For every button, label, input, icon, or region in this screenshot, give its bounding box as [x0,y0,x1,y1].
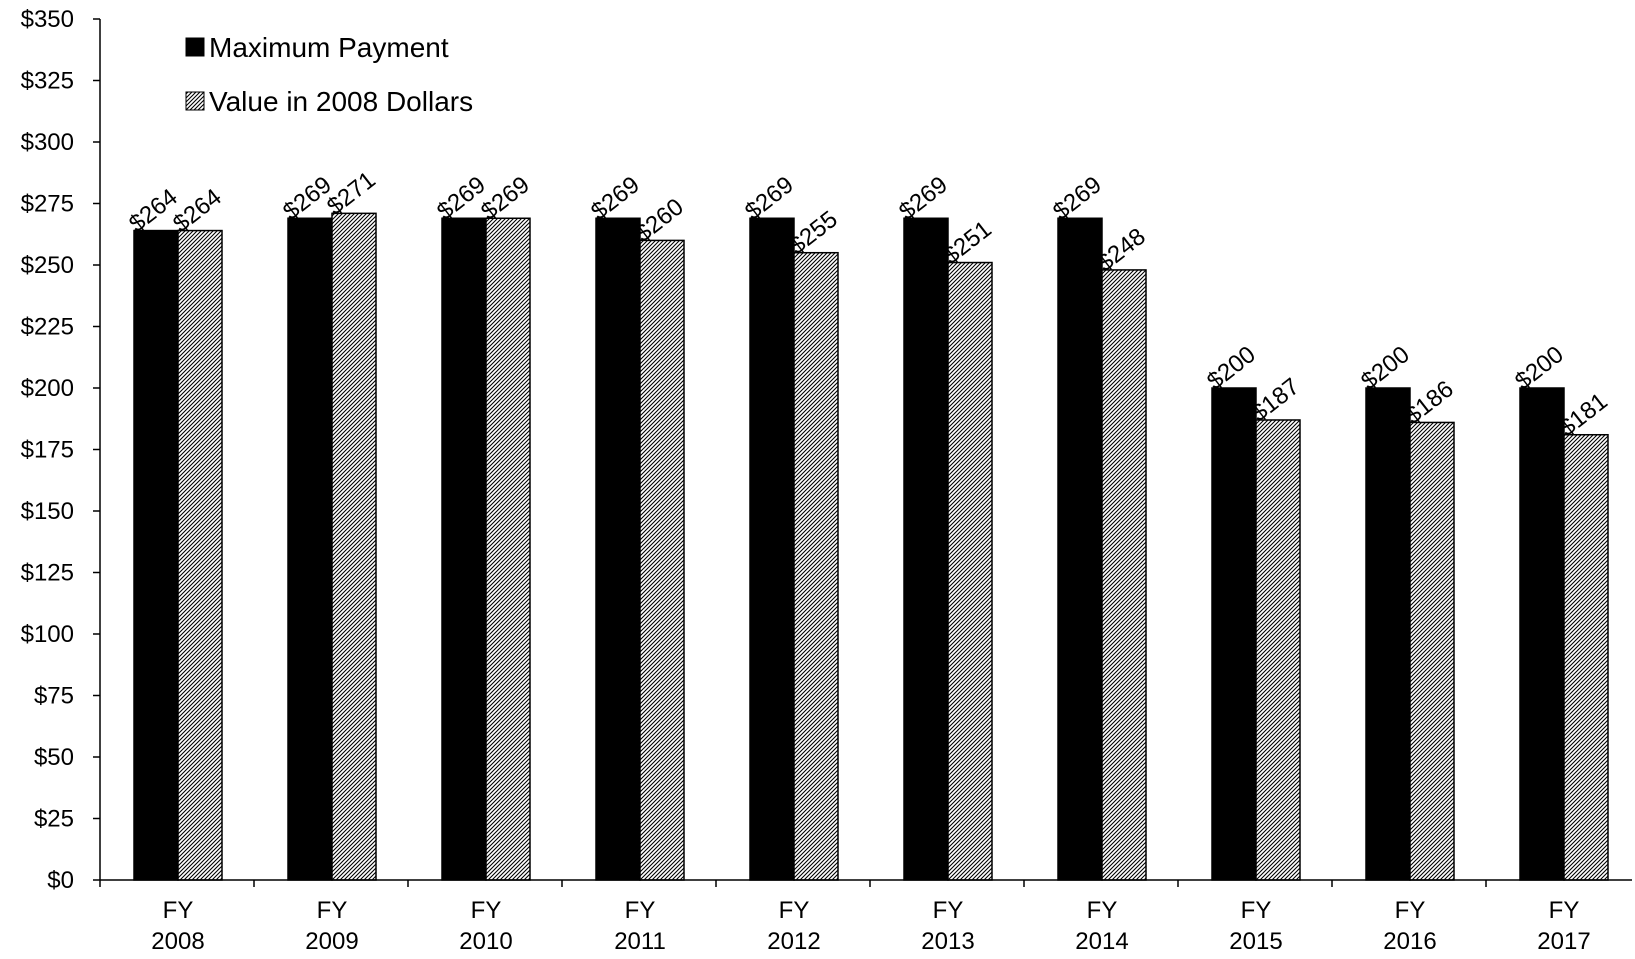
bar-maximum-payment [1519,387,1565,881]
legend-label-value-in-2008-dollars: Value in 2008 Dollars [209,86,473,117]
x-axis: FY 2008 FY 2009 FY 2010 FY 2011 FY 2012 FY 2013 FY 20… [99,879,1632,955]
y-tick-label: $225 [21,314,74,341]
data-label: $269 [586,171,645,225]
bar-maximum-payment [441,217,487,881]
y-tick-label: $350 [21,6,74,33]
bar-maximum-payment [903,217,949,881]
bar-maximum-payment [133,229,179,881]
data-label: $200 [1510,341,1569,395]
data-label: $271 [322,166,381,220]
category-label: FY 2013 [921,897,974,955]
bar-maximum-payment [1057,217,1103,881]
bar-value-in-2008-dollars [331,212,377,881]
data-label: $264 [168,184,227,238]
y-tick-label: $75 [34,683,74,710]
y-tick-label: $200 [21,375,74,402]
y-tick-label: $25 [34,806,74,833]
bar-maximum-payment [749,217,795,881]
category-label: FY 2011 [614,897,666,955]
bar-value-in-2008-dollars [947,261,993,881]
bar-value-in-2008-dollars [1563,433,1609,881]
y-tick-label: $325 [21,68,74,95]
category-label: FY 2014 [1075,897,1128,955]
y-tick-label: $275 [21,191,74,218]
y-axis: $0 $25 $50 $75 $100 $125 $150 $175 $200 $225 $250 $… [21,6,101,894]
bar-maximum-payment [287,217,333,881]
data-label: $269 [894,171,953,225]
y-tick-label: $175 [21,437,74,464]
bar-value-in-2008-dollars [793,251,839,881]
category-label: FY 2008 [151,897,204,955]
data-label: $269 [740,171,799,225]
legend-label-maximum-payment: Maximum Payment [209,32,449,63]
data-label: $269 [476,171,535,225]
category-label: FY 2016 [1383,897,1436,955]
data-label: $200 [1356,341,1415,395]
bar-value-in-2008-dollars [639,239,685,881]
data-label: $200 [1202,341,1261,395]
bar-value-in-2008-dollars [485,217,531,881]
bar-maximum-payment [1365,387,1411,881]
y-tick-label: $0 [47,867,74,894]
bar-value-in-2008-dollars [1409,421,1455,881]
y-tick-label: $150 [21,498,74,525]
y-tick-label: $50 [34,744,74,771]
data-label: $269 [1048,171,1107,225]
bars: $264$264 $269$271 $269$269 $269$260 $269$255… [124,166,1613,881]
category-label: FY 2012 [767,897,820,955]
category-label: FY 2015 [1229,897,1282,955]
y-tick-label: $250 [21,252,74,279]
legend-swatch-value-in-2008-dollars [185,91,205,111]
y-tick-label: $100 [21,621,74,648]
legend: Maximum Payment Value in 2008 Dollars [185,32,473,117]
bar-value-in-2008-dollars [1255,419,1301,881]
bar-maximum-payment [1211,387,1257,881]
bar-value-in-2008-dollars [177,229,223,881]
y-tick-label: $125 [21,560,74,587]
bar-value-in-2008-dollars [1101,269,1147,881]
category-label: FY 2010 [459,897,512,955]
legend-swatch-maximum-payment [185,37,205,57]
y-tick-label: $300 [21,129,74,156]
category-label: FY 2009 [305,897,358,955]
category-label: FY 2017 [1537,897,1590,955]
bar-maximum-payment [595,217,641,881]
